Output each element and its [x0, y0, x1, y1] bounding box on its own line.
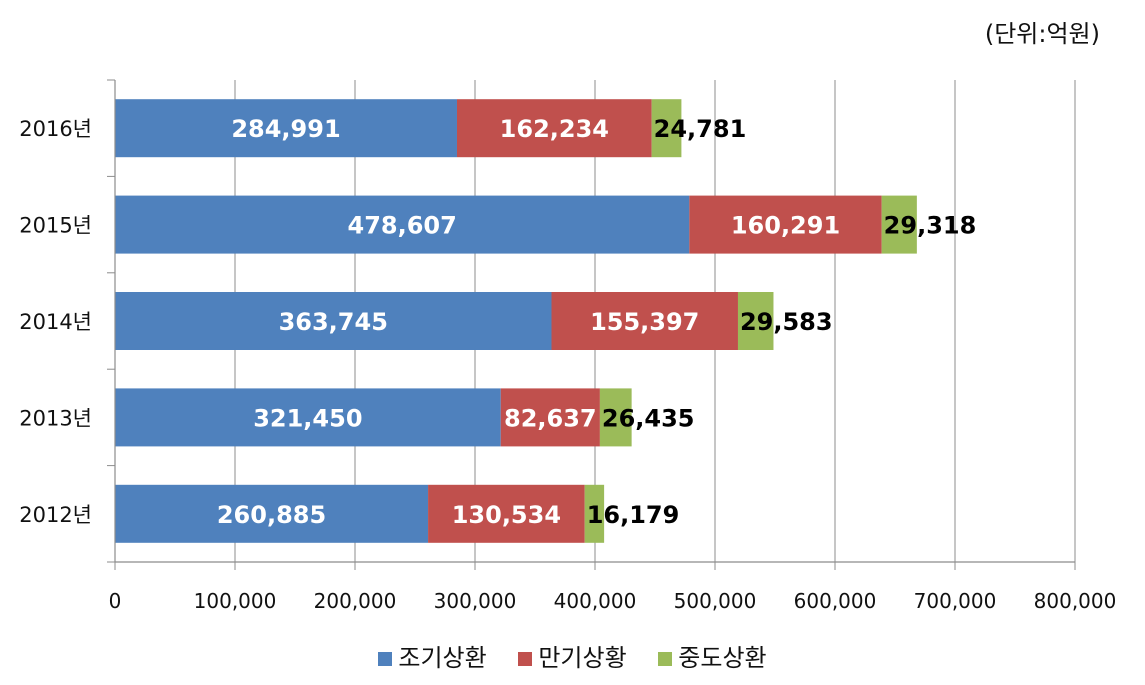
legend-label-early-redemption: 조기상환	[398, 644, 487, 672]
data-label: 24,781	[654, 115, 747, 143]
bars	[115, 99, 917, 543]
legend-label-midterm-redemption: 중도상환	[678, 644, 767, 672]
y-category-label: 2016년	[19, 117, 92, 141]
bar-segment-midterm	[737, 292, 774, 350]
data-label: 16,179	[587, 501, 680, 529]
y-category-label: 2014년	[19, 310, 92, 334]
data-label: 82,637	[504, 404, 597, 432]
x-tick-label: 400,000	[554, 589, 637, 613]
legend-label-maturity-redemption: 만기상황	[538, 644, 627, 672]
data-label: 155,397	[590, 308, 699, 336]
bar-segment-maturity	[456, 99, 652, 158]
bar-segment-midterm	[584, 484, 605, 543]
legend-swatch-early-redemption	[378, 652, 393, 666]
data-label: 478,607	[348, 212, 457, 240]
bar-segment-maturity	[500, 388, 600, 447]
x-tick-label: 600,000	[794, 589, 877, 613]
data-label: 284,991	[231, 115, 340, 143]
bar-segment-maturity	[428, 484, 585, 543]
bar-segment-maturity	[689, 195, 882, 254]
y-category-label: 2013년	[19, 406, 92, 430]
x-tick-label: 700,000	[914, 589, 997, 613]
axes: 0 100,000 200,000 300,000 400,000 500,000 600,…	[19, 79, 1117, 613]
bar-segment-early	[115, 292, 552, 350]
legend: 조기상환 만기상황 중도상환	[0, 638, 1145, 673]
bar-segment-early	[115, 388, 501, 447]
unit-label: (단위:억원)	[984, 20, 1100, 48]
x-tick-label: 500,000	[674, 589, 757, 613]
data-labels: 284,991 162,234 24,781 478,607 160,291 29,318…	[217, 115, 976, 529]
x-tick-label: 200,000	[314, 589, 397, 613]
bar-segment-midterm	[881, 195, 917, 254]
x-tick-label: 300,000	[434, 589, 517, 613]
legend-swatch-midterm-redemption	[658, 652, 673, 666]
bar-segment-midterm	[651, 99, 682, 158]
legend-item-maturity-redemption: 만기상황	[518, 638, 627, 673]
data-label: 260,885	[217, 501, 326, 529]
legend-item-early-redemption: 조기상환	[378, 638, 487, 673]
bar-segment-early	[115, 484, 429, 543]
bar-segment-maturity	[551, 292, 738, 350]
data-label: 29,318	[884, 212, 977, 240]
legend-item-midterm-redemption: 중도상환	[658, 638, 767, 673]
bar-segment-midterm	[599, 388, 632, 447]
data-label: 363,745	[279, 308, 388, 336]
data-label: 321,450	[253, 404, 362, 432]
x-tick-label: 0	[109, 589, 122, 613]
y-category-label: 2015년	[19, 214, 92, 238]
data-label: 160,291	[731, 212, 840, 240]
x-tick-label: 800,000	[1034, 589, 1117, 613]
data-label: 130,534	[452, 501, 561, 529]
data-label: 26,435	[602, 404, 695, 432]
data-label: 29,583	[740, 308, 833, 336]
bar-segment-early	[115, 195, 690, 254]
bar-segment-early	[115, 99, 457, 158]
legend-swatch-maturity-redemption	[518, 652, 533, 666]
y-category-label: 2012년	[19, 503, 92, 527]
x-tick-label: 100,000	[194, 589, 277, 613]
data-label: 162,234	[500, 115, 609, 143]
